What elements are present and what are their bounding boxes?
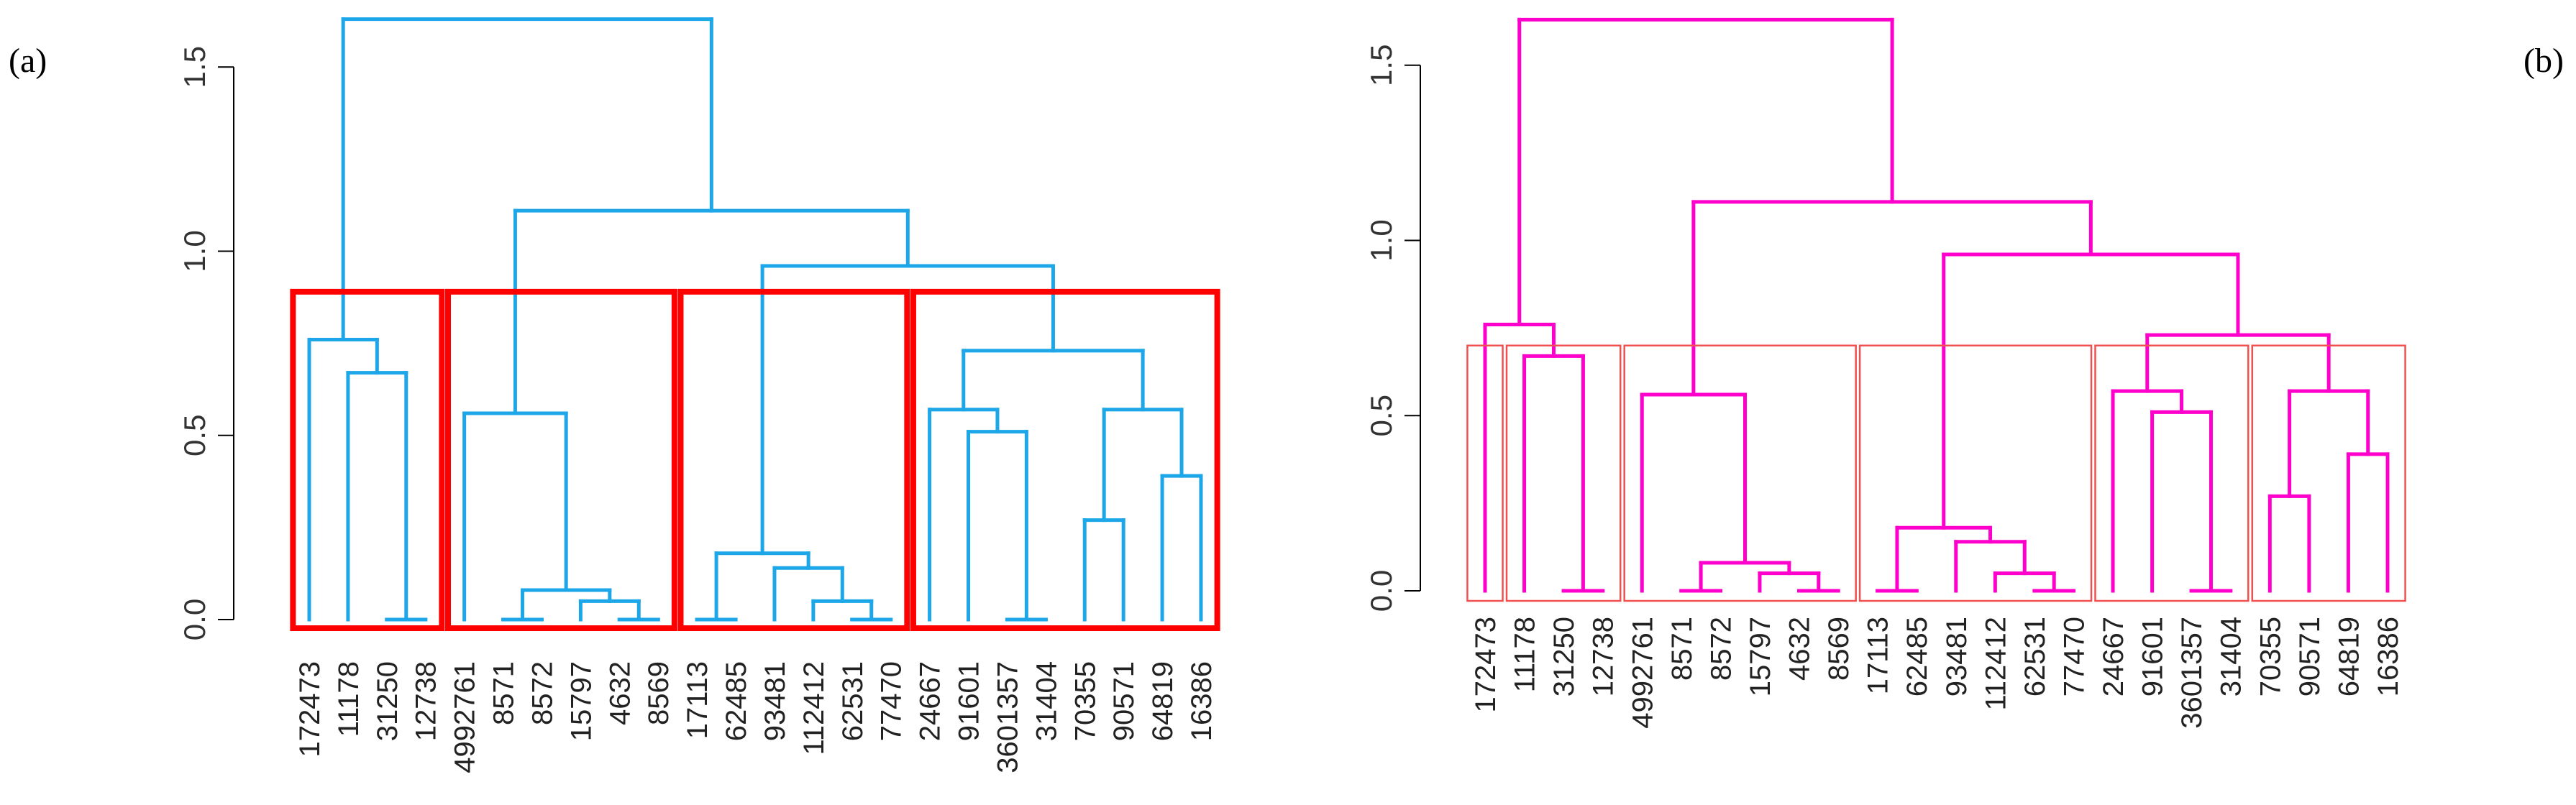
leaf-label: 4632 <box>604 661 636 725</box>
leaf-label: 24667 <box>915 661 946 741</box>
leaf-label: 8569 <box>1823 617 1855 681</box>
leaf-label: 64819 <box>2333 617 2365 696</box>
cluster-box <box>445 288 677 631</box>
leaf-label: 8571 <box>1666 617 1698 681</box>
leaf-label: 8572 <box>1705 617 1737 681</box>
cluster-box <box>2094 344 2250 602</box>
panel-b-label: (b) <box>2524 42 2564 80</box>
cluster-box <box>2251 344 2406 602</box>
leaf-label: 3601357 <box>992 661 1023 773</box>
dendrogram-tree <box>1483 17 2390 593</box>
leaf-label: 172473 <box>1470 617 1502 712</box>
leaf-label: 24667 <box>2098 617 2129 696</box>
leaf-label: 4632 <box>1784 617 1816 681</box>
leaf-label: 90571 <box>1108 661 1140 741</box>
leaf-label: 4992761 <box>449 661 481 773</box>
leaf-label: 8572 <box>526 661 558 725</box>
leaf-label: 16386 <box>2372 617 2404 696</box>
y-tick-label: 1.0 <box>1364 219 1398 261</box>
leaf-label: 11178 <box>1509 617 1541 692</box>
cluster-box <box>290 288 445 631</box>
leaf-label: 172473 <box>294 661 326 757</box>
cluster-box <box>1623 344 1857 602</box>
leaf-labels: 172473 11178 31250 12738 4992761 8571 8572 1579… <box>1470 617 2404 729</box>
leaf-label: 16386 <box>1186 661 1218 741</box>
cluster-box <box>1858 344 2093 602</box>
cluster-box <box>677 288 910 631</box>
leaf-label: 15797 <box>565 661 597 741</box>
leaf-label: 64819 <box>1147 661 1179 741</box>
dendrogram-tree <box>307 17 1203 622</box>
cluster-box <box>1505 344 1622 602</box>
leaf-label: 77470 <box>876 661 908 741</box>
leaf-label: 31404 <box>1031 661 1062 741</box>
leaf-label: 17113 <box>1863 617 1894 694</box>
leaf-label: 70355 <box>1069 661 1101 741</box>
leaf-label: 8571 <box>488 661 520 725</box>
leaf-label: 93481 <box>1941 617 1973 696</box>
leaf-label: 3601357 <box>2176 617 2208 729</box>
leaf-label: 90571 <box>2294 617 2326 696</box>
dendrogram-panel-b: 0.0 0.5 1.0 1.5 172473 11178 31250 12738 4992761… <box>1364 17 2406 729</box>
cluster-box <box>910 288 1220 631</box>
leaf-label: 62531 <box>837 661 869 741</box>
leaf-label: 17113 <box>682 661 713 739</box>
y-tick-label: 1.5 <box>1364 45 1398 86</box>
leaf-label: 11178 <box>333 661 365 737</box>
leaf-label: 77470 <box>2058 617 2090 696</box>
y-tick-label: 1.5 <box>178 46 211 88</box>
leaf-label: 15797 <box>1745 617 1776 696</box>
y-axis: 0.0 0.5 1.0 1.5 <box>178 46 234 640</box>
leaf-label: 8569 <box>643 661 675 725</box>
dendrogram-panel-a: 0.0 0.5 1.0 1.5 172473 11178 31250 12738 4992761… <box>178 17 1220 773</box>
leaf-label: 70355 <box>2255 617 2286 696</box>
y-tick-label: 0.5 <box>178 415 211 456</box>
leaf-label: 91601 <box>954 661 985 741</box>
leaf-label: 93481 <box>759 661 791 741</box>
y-tick-label: 0.5 <box>1364 395 1398 436</box>
y-tick-label: 1.0 <box>178 230 211 272</box>
leaf-label: 31250 <box>1548 617 1580 696</box>
leaf-label: 4992761 <box>1627 617 1658 729</box>
cluster-boxes <box>290 288 1220 631</box>
leaf-label: 12738 <box>411 661 442 741</box>
leaf-label: 112412 <box>798 661 830 755</box>
panel-a-label: (a) <box>9 42 47 80</box>
leaf-label: 62485 <box>1901 617 1933 696</box>
leaf-label: 91601 <box>2137 617 2169 696</box>
leaf-label: 62531 <box>2019 617 2051 696</box>
cluster-box <box>1466 344 1504 602</box>
leaf-label: 31250 <box>372 661 403 741</box>
leaf-labels: 172473 11178 31250 12738 4992761 8571 8572 1579… <box>294 661 1218 773</box>
leaf-label: 31404 <box>2216 617 2247 696</box>
y-tick-label: 0.0 <box>1364 570 1398 612</box>
leaf-label: 12738 <box>1588 617 1620 696</box>
y-tick-label: 0.0 <box>178 599 211 640</box>
leaf-label: 62485 <box>721 661 752 741</box>
leaf-label: 112412 <box>1980 617 2011 711</box>
y-axis: 0.0 0.5 1.0 1.5 <box>1364 45 1421 612</box>
cluster-boxes <box>1466 344 2406 602</box>
